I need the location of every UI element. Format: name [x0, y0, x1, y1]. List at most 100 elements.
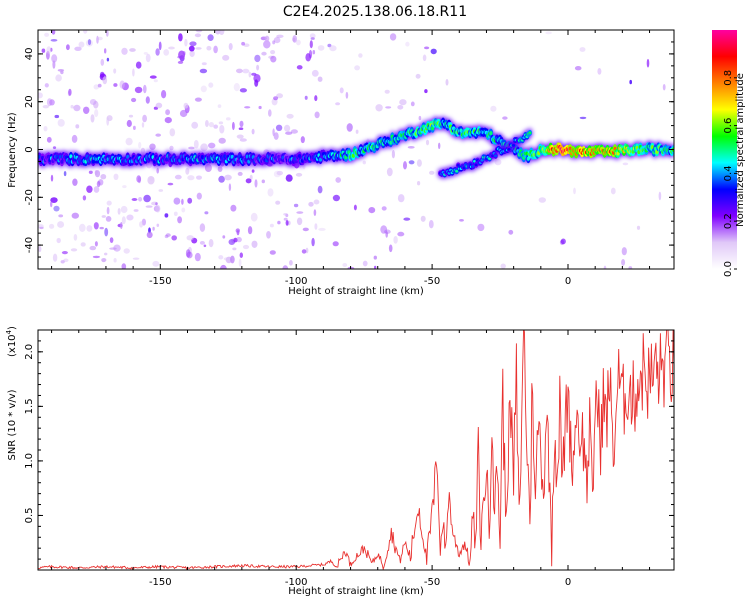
- heatmap-speckle: [405, 41, 410, 47]
- snr-y-multiplier: (x104): [5, 326, 18, 357]
- heatmap-speckle: [420, 215, 426, 222]
- heatmap-cell-peak: [69, 154, 73, 159]
- heatmap-speckle: [219, 30, 225, 35]
- colorbar-tick-label: 0.2: [723, 213, 734, 229]
- heatmap-speckle: [317, 185, 323, 194]
- heatmap-speckle: [169, 145, 174, 151]
- heatmap-speckle: [89, 245, 97, 251]
- y-tick-label: -40: [24, 237, 35, 253]
- heatmap-speckle: [317, 76, 323, 82]
- heatmap-speckle: [502, 116, 508, 120]
- heatmap-speckle: [317, 45, 325, 51]
- heatmap-speckle: [205, 120, 209, 127]
- heatmap-speckle: [155, 48, 160, 56]
- heatmap-speckle: [610, 187, 616, 195]
- y-tick-label: 40: [24, 48, 35, 61]
- heatmap-speckle: [58, 214, 64, 218]
- heatmap-speckle: [374, 265, 377, 269]
- heatmap-speckle: [628, 266, 633, 269]
- heatmap-cell-peak: [471, 165, 475, 168]
- heatmap-speckle: [194, 33, 201, 38]
- heatmap-speckle: [490, 105, 497, 112]
- heatmap-speckle: [39, 226, 44, 230]
- heatmap-speckle: [438, 142, 441, 149]
- heatmap-speckle: [189, 49, 195, 58]
- heatmap-speckle: [183, 102, 189, 109]
- heatmap-speckle: [269, 250, 276, 255]
- y-tick-label: 0: [24, 146, 35, 152]
- heatmap-speckle: [106, 206, 110, 215]
- heatmap-speckle: [74, 46, 82, 51]
- heatmap-speckle: [290, 129, 298, 134]
- heatmap-speckle: [646, 58, 650, 68]
- heatmap-cell-peak: [455, 169, 459, 173]
- heatmap-speckle: [445, 79, 449, 86]
- heatmap-speckle: [296, 217, 303, 226]
- heatmap-speckle: [477, 223, 485, 232]
- heatmap-speckle: [293, 203, 299, 208]
- heatmap-speckle: [603, 265, 607, 269]
- heatmap-speckle: [308, 201, 314, 207]
- colorbar-gradient: [712, 30, 737, 269]
- heatmap-speckle: [269, 223, 274, 228]
- heatmap-speckle: [574, 66, 582, 71]
- heatmap-speckle: [195, 30, 203, 33]
- colorbar-tick-label: 0.4: [723, 165, 734, 181]
- heatmap-cell-peak: [318, 157, 323, 162]
- heatmap-speckle: [79, 223, 86, 232]
- heatmap-speckle: [353, 204, 357, 211]
- heatmap-speckle: [174, 174, 182, 180]
- heatmap-speckle: [302, 227, 309, 232]
- heatmap-speckle: [292, 37, 296, 42]
- heatmap-speckle: [106, 116, 110, 126]
- heatmap-speckle: [621, 259, 626, 266]
- heatmap-speckle: [155, 102, 163, 109]
- heatmap-speckle: [184, 38, 188, 47]
- heatmap-speckle: [247, 226, 253, 235]
- heatmap-speckle: [96, 35, 99, 44]
- heatmap-speckle: [155, 202, 158, 206]
- spectrogram-y-label: Frequency (Hz): [7, 112, 18, 188]
- heatmap-speckle: [232, 121, 235, 131]
- y-tick-label: 1.0: [24, 453, 35, 469]
- heatmap-speckle: [199, 241, 205, 245]
- y-tick-label: -20: [24, 189, 35, 205]
- snr-y-axis: 0.5 1.0 1.5 2.0: [24, 329, 674, 571]
- heatmap-speckle: [137, 176, 141, 184]
- snr-y-multiplier-exponent: 4: [5, 329, 13, 334]
- heatmap-speckle: [121, 216, 126, 225]
- heatmap-speckle: [296, 65, 303, 70]
- heatmap-speckle: [237, 171, 243, 176]
- heatmap-speckle: [310, 37, 315, 40]
- heatmap-cell-peak: [528, 131, 532, 135]
- heatmap-speckle: [50, 197, 58, 204]
- heatmap-speckle: [50, 39, 58, 42]
- heatmap-speckle: [309, 33, 316, 39]
- heatmap-speckle: [264, 35, 270, 42]
- heatmap-speckle: [407, 146, 415, 149]
- heatmap-speckle: [57, 119, 65, 127]
- heatmap-speckle: [284, 124, 291, 132]
- heatmap-speckle: [318, 227, 326, 231]
- heatmap-speckle: [149, 143, 156, 150]
- heatmap-speckle: [217, 104, 222, 108]
- heatmap-speckle: [61, 251, 68, 255]
- heatmap-speckle: [173, 211, 178, 216]
- snr-panel: -150 -100 -50 0 0.5 1.0 1.5 2.0 Height of stra…: [5, 326, 675, 597]
- heatmap-speckle: [181, 198, 184, 205]
- heatmap-speckle: [152, 260, 160, 267]
- heatmap-speckle: [355, 129, 359, 134]
- heatmap-speckle: [94, 170, 101, 178]
- heatmap-speckle: [120, 205, 128, 214]
- heatmap-speckle: [629, 79, 632, 85]
- heatmap-cell-peak: [60, 159, 64, 164]
- heatmap-speckle: [314, 95, 318, 102]
- heatmap-speckle: [125, 137, 133, 146]
- heatmap-speckle: [120, 222, 123, 229]
- heatmap-speckle: [384, 89, 390, 94]
- heatmap-speckle: [313, 209, 317, 217]
- heatmap-speckle: [46, 98, 53, 107]
- heatmap-speckle: [187, 175, 195, 181]
- snr-y-multiplier-base: (x10: [7, 334, 18, 357]
- heatmap-speckle: [196, 175, 202, 180]
